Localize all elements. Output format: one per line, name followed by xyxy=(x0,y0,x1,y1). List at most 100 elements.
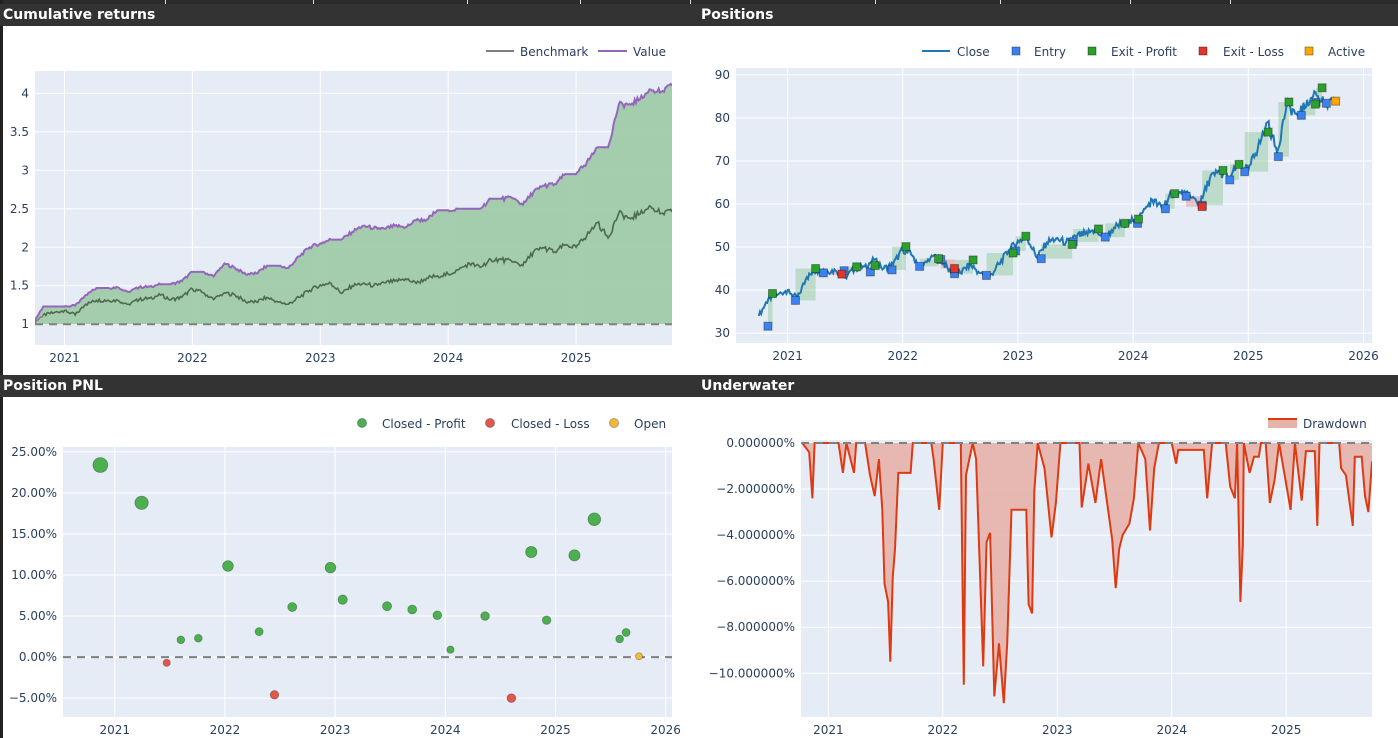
legend-close-label: Close xyxy=(957,45,990,59)
exit-profit-marker xyxy=(870,261,880,271)
pnl-point-profit xyxy=(407,604,418,615)
y-tick-label: −6.000000% xyxy=(716,574,795,588)
value-fill-area xyxy=(35,83,672,325)
entry-marker xyxy=(1273,152,1283,162)
x-tick-label: 2023 xyxy=(305,351,336,365)
plot-marks xyxy=(35,82,672,326)
exit-profit-marker xyxy=(1310,99,1320,109)
x-tick-label: 2023 xyxy=(1003,349,1034,363)
profit-zone-rect xyxy=(767,293,773,327)
legend: Drawdown xyxy=(1268,417,1367,431)
exit-profit-marker xyxy=(1021,231,1031,241)
exit-loss-marker xyxy=(950,264,960,274)
plot-background xyxy=(63,447,672,717)
y-tick-label: 2.5 xyxy=(10,202,29,216)
exit-profit-marker xyxy=(1218,165,1228,175)
x-tick-label: 2025 xyxy=(561,351,592,365)
pnl-point-profit xyxy=(432,610,443,621)
entry-marker xyxy=(915,261,925,271)
entry-marker xyxy=(865,267,875,277)
legend-drawdown-swatch-fill xyxy=(1268,418,1297,428)
legend-entry-label: Entry xyxy=(1034,45,1066,59)
x-tick-label: 2025 xyxy=(540,723,571,737)
pnl-point-profit xyxy=(92,457,109,473)
y-tick-label: 1.5 xyxy=(10,279,29,293)
x-tick-label: 2021 xyxy=(772,349,803,363)
exit-profit-marker xyxy=(1133,214,1143,224)
exit-loss-marker xyxy=(1197,202,1207,212)
x-tick-label: 2021 xyxy=(49,351,80,365)
pnl-point-profit xyxy=(176,635,186,645)
legend-benchmark-label: Benchmark xyxy=(520,45,588,59)
exit-profit-marker xyxy=(1067,239,1077,249)
legend-value-label: Value xyxy=(633,45,666,59)
pnl-point-profit xyxy=(287,602,298,612)
entry-marker xyxy=(1160,204,1170,214)
x-tick-label: 2024 xyxy=(1118,349,1149,363)
entry-marker xyxy=(1225,175,1235,185)
entry-marker xyxy=(818,268,828,278)
pnl-point-profit xyxy=(222,560,234,572)
x-tick-label: 2022 xyxy=(887,349,918,363)
legend-open-label: Open xyxy=(634,417,666,431)
exit-profit-marker xyxy=(1120,218,1130,228)
exit-profit-marker xyxy=(811,264,821,274)
x-tick-label: 2024 xyxy=(1156,723,1187,737)
loss-zone-rect xyxy=(940,259,955,269)
pnl-point-profit xyxy=(134,495,149,510)
legend: Benchmark Value xyxy=(486,45,666,59)
legend-profit-swatch xyxy=(357,418,367,428)
exit-profit-marker xyxy=(901,242,911,252)
pnl-point-profit xyxy=(337,594,348,605)
y-tick-label: 1 xyxy=(21,317,29,331)
exit-profit-marker xyxy=(1170,189,1180,199)
y-tick-label: 0.00% xyxy=(19,650,57,664)
loss-zone-rect xyxy=(1186,196,1203,207)
y-tick-label: 80 xyxy=(715,111,730,125)
legend-exit-profit-swatch xyxy=(1087,46,1097,56)
x-tick-label: 2026 xyxy=(650,723,681,737)
legend-open-swatch xyxy=(609,418,619,428)
panel-header-underwater: Underwater xyxy=(698,375,1398,397)
exit-profit-marker xyxy=(1008,248,1018,258)
panel-title: Position PNL xyxy=(3,378,103,394)
entry-marker xyxy=(1036,254,1046,264)
top-strip xyxy=(0,0,1398,4)
legend-exit-loss-swatch xyxy=(1198,46,1208,56)
profit-zone-rect xyxy=(1278,101,1289,157)
plot-area: 2021 2022 2023 2024 2025 2026 30 40 50 60 70 80 90 xyxy=(715,68,1379,363)
entry-marker xyxy=(763,321,773,331)
entry-marker xyxy=(1181,191,1191,201)
legend-active-swatch xyxy=(1304,46,1314,56)
panel-title: Positions xyxy=(701,7,774,23)
plot-marks xyxy=(63,457,672,703)
exit-loss-marker xyxy=(837,269,847,279)
panel-title: Cumulative returns xyxy=(3,7,156,23)
window-left-edge xyxy=(0,0,3,738)
y-tick-label: −4.000000% xyxy=(716,528,795,542)
plot-background xyxy=(736,68,1372,343)
y-tick-label: 90 xyxy=(715,68,730,82)
pnl-point-profit xyxy=(621,628,631,637)
pnl-point-profit xyxy=(615,634,624,644)
x-tick-label: 2026 xyxy=(1348,349,1379,363)
x-tick-label: 2025 xyxy=(1233,349,1264,363)
y-tick-label: −2.000000% xyxy=(716,482,795,496)
legend-loss-label: Closed - Loss xyxy=(511,417,590,431)
entry-marker xyxy=(887,265,897,275)
y-tick-label: 5.00% xyxy=(19,609,57,623)
legend-profit-label: Closed - Profit xyxy=(382,417,466,431)
drawdown-line xyxy=(801,442,1372,704)
y-tick-label: 0.000000% xyxy=(726,436,795,450)
pnl-point-profit xyxy=(194,633,203,643)
entry-marker xyxy=(981,270,991,280)
exit-profit-marker xyxy=(934,254,944,264)
x-tick-label: 2022 xyxy=(210,723,241,737)
plot-marks xyxy=(801,441,1372,704)
profit-zone-rect xyxy=(1015,236,1026,251)
x-tick-label: 2025 xyxy=(1271,723,1302,737)
panel-title: Underwater xyxy=(701,378,795,394)
pnl-point-loss xyxy=(269,690,280,700)
x-tick-label: 2022 xyxy=(928,723,959,737)
